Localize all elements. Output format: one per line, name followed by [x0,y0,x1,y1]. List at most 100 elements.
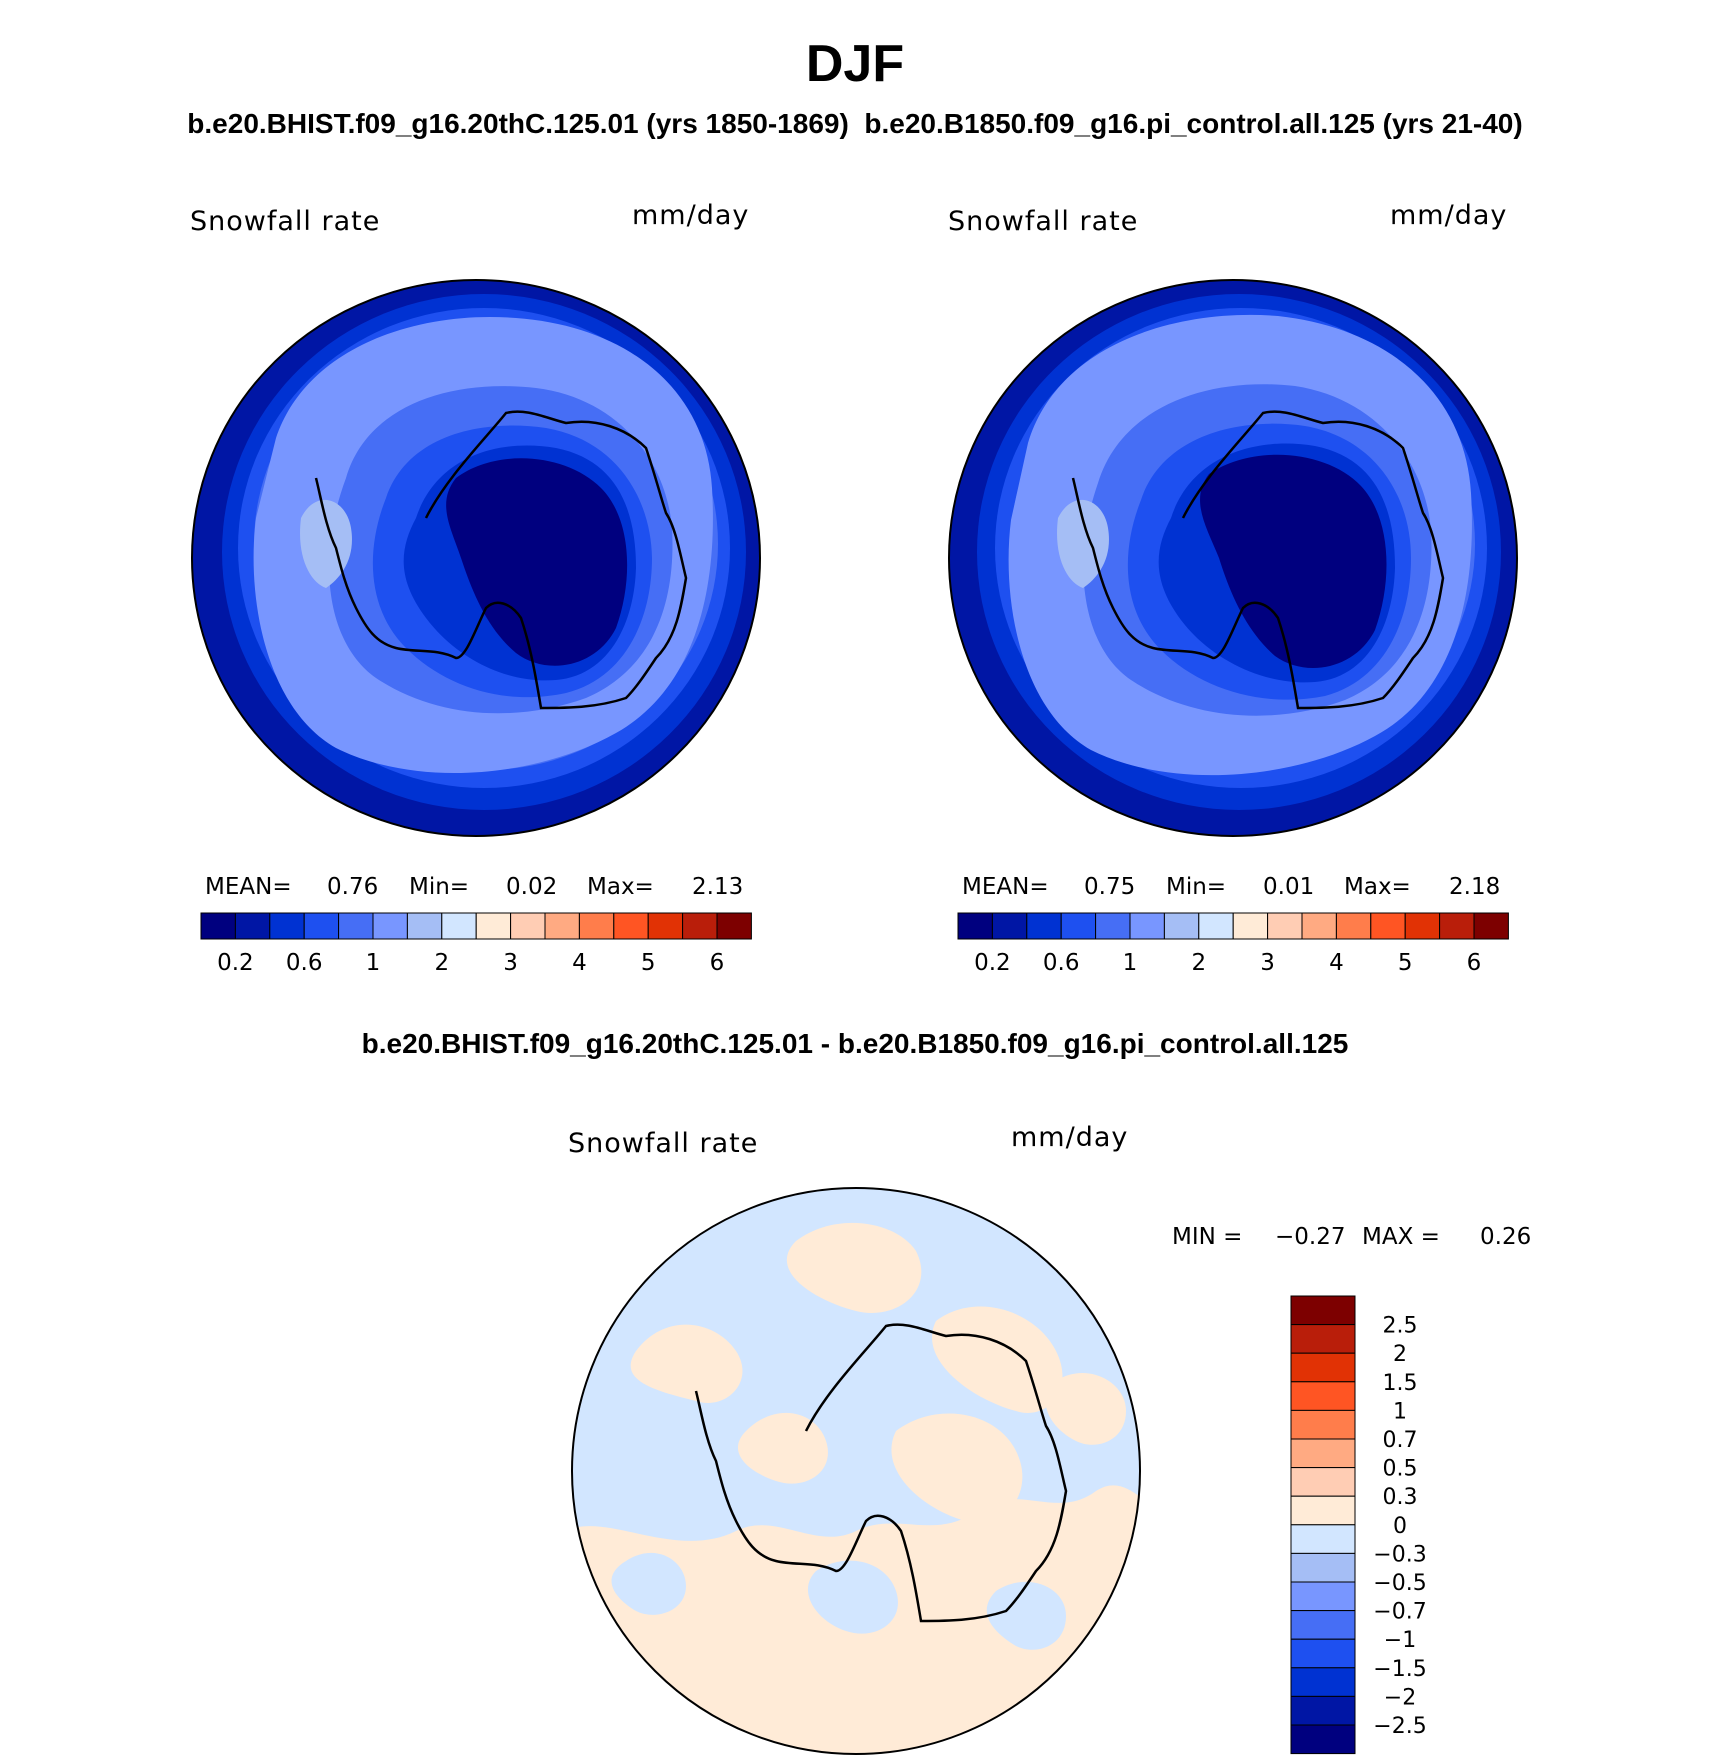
colorbar-swatch [1370,912,1406,940]
band-core-2 [1200,454,1387,669]
figure-subtitle: b.e20.BHIST.f09_g16.20thC.125.01 (yrs 18… [0,108,1710,140]
panel1-max-label: Max= [587,874,654,900]
coastline [314,410,688,710]
diff-max-label: MAX = [1362,1224,1440,1250]
peninsula-light [1057,499,1109,588]
diff-max-value: 0.26 [1480,1224,1532,1250]
colorbar-tick-label: 0.7 [1383,1428,1418,1453]
colorbar-tick-label: 4 [1329,950,1344,976]
diff-variable: Snowfall rate [568,1128,759,1159]
colorbar-tick-label: 0.3 [1383,1485,1418,1510]
colorbar-tick-label: 2 [434,950,449,976]
panel2-min-label: Min= [1166,874,1227,900]
panel2-variable: Snowfall rate [948,206,1139,237]
colorbar-swatch [716,912,752,940]
panel2-min-value: 0.01 [1263,874,1315,900]
diff-neg-blob-c [611,1552,686,1615]
subtitle-right: b.e20.B1850.f09_g16.pi_control.all.125 (… [864,108,1523,139]
panel1-max-value: 2.13 [692,874,744,900]
colorbar-swatch [1290,1495,1356,1526]
colorbar-swatch [1163,912,1200,940]
band-core-2 [446,458,628,666]
colorbar-tick-label: 2 [1191,950,1206,976]
diff-pos-blob-e [891,1413,1023,1523]
colorbar-swatch [475,912,512,940]
diff-units: mm/day [1011,1122,1129,1153]
panel1-mean-value: 0.76 [327,874,379,900]
colorbar-swatch [1335,912,1372,940]
colorbar-tick-label: −0.7 [1373,1600,1426,1625]
colorbar-swatch [1026,912,1062,940]
diff-title: b.e20.BHIST.f09_g16.20thC.125.01 - b.e20… [361,1028,1349,1059]
colorbar-swatch [1290,1667,1356,1697]
colorbar-tick-label: 1 [1393,1399,1407,1424]
diff-pos-blob-f [1045,1372,1126,1445]
colorbar-swatch [1290,1695,1356,1726]
colorbar-swatch [682,912,718,940]
colorbar-tick-label: 1 [1123,950,1138,976]
panel2-mean-value: 0.75 [1084,874,1136,900]
colorbar-swatch [1290,1381,1356,1411]
diff-pos-blob-a [630,1324,743,1403]
panel1-min-label: Min= [409,874,470,900]
map-panel-diff [571,1187,1141,1755]
colorbar-tick-label: 0.2 [217,950,254,976]
colorbar-panel-2: 0.2 0.6 1 2 3 4 5 6 [957,912,1509,976]
colorbar-tick-label: 6 [710,950,725,976]
panel1-mean-label: MEAN= [205,874,292,900]
diff-min-value: −0.27 [1275,1224,1346,1250]
colorbar-swatch [406,912,443,940]
colorbar-swatch [1290,1467,1356,1497]
colorbar-tick-label: 1 [366,950,381,976]
colorbar-swatch [1129,912,1165,940]
colorbar-swatch [372,912,408,940]
colorbar-swatch [1290,1524,1356,1554]
colorbar-swatch [1095,912,1131,940]
colorbar-swatch [338,912,374,940]
colorbar-swatch [1290,1324,1356,1354]
colorbar-swatch [1290,1409,1356,1440]
diff-pos-blob-c [932,1306,1063,1413]
colorbar-swatch [1290,1638,1356,1669]
colorbar-swatch [1290,1581,1356,1612]
colorbar-tick-label: −1.5 [1373,1657,1426,1682]
colorbar-tick-label: 2.5 [1383,1314,1418,1339]
colorbar-swatch [303,912,340,940]
colorbar-swatch [957,912,993,940]
diff-pos-blob-b [786,1222,922,1313]
colorbar-swatch [991,912,1028,940]
colorbar-swatch [1301,912,1337,940]
panel1-units: mm/day [632,200,750,231]
colorbar-swatch [647,912,684,940]
colorbar-swatch [544,912,580,940]
panel1-variable: Snowfall rate [190,206,381,237]
colorbar-tick-label: 1.5 [1383,1371,1418,1396]
map-panel-2 [948,279,1518,837]
colorbar-swatch [269,912,305,940]
colorbar-swatch [1267,912,1303,940]
colorbar-swatch [200,912,236,940]
diff-min-label: MIN = [1172,1224,1243,1250]
diff-neg-blob-a [807,1560,898,1634]
colorbar-tick-label: −2.5 [1373,1714,1426,1739]
colorbar-swatch [510,912,546,940]
colorbar-tick-label: 6 [1467,950,1482,976]
coastline [694,1323,1068,1623]
colorbar-swatch [1060,912,1097,940]
colorbar-tick-label: 3 [1260,950,1275,976]
colorbar-tick-label: −0.5 [1373,1571,1426,1596]
colorbar-tick-label: 0.2 [974,950,1011,976]
colorbar-tick-label: 5 [641,950,656,976]
colorbar-swatch [1404,912,1441,940]
colorbar-panel-1: 0.2 0.6 1 2 3 4 5 6 [200,912,752,976]
colorbar-swatch [1232,912,1269,940]
colorbar-swatch [1473,912,1509,940]
colorbar-tick-label: 0.6 [1043,950,1080,976]
panel2-max-label: Max= [1344,874,1411,900]
colorbar-tick-label: 3 [503,950,518,976]
diff-neg-blob-b [986,1581,1066,1650]
colorbar-swatch [1290,1610,1356,1640]
colorbar-tick-label: 4 [572,950,587,976]
colorbar-tick-label: 0 [1393,1514,1407,1539]
colorbar-swatch [613,912,649,940]
